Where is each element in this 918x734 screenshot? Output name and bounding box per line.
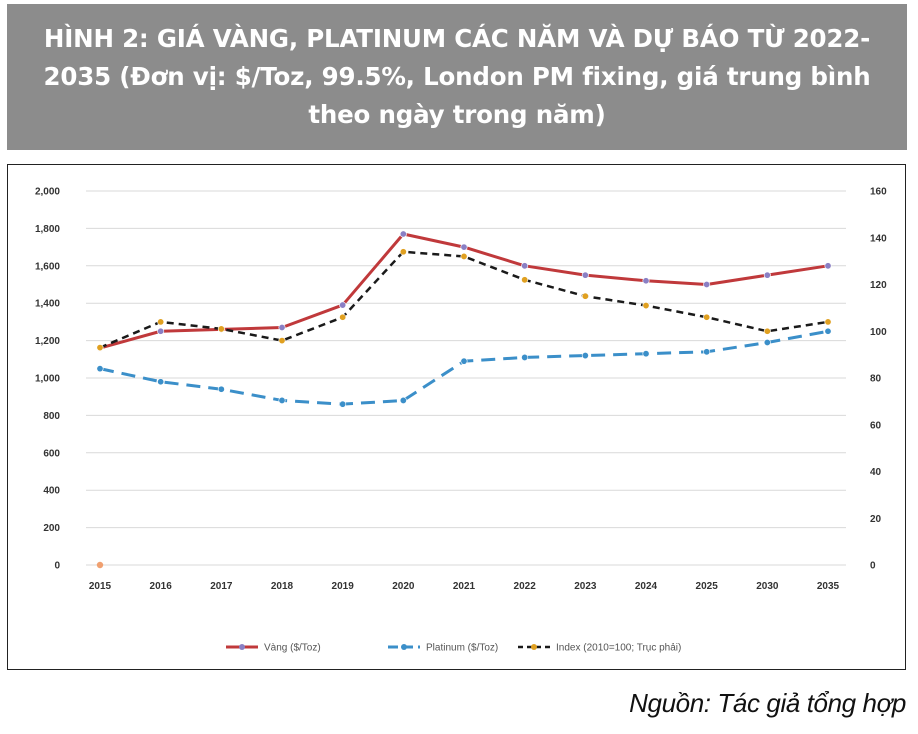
x-tick-label: 2016 (150, 581, 173, 592)
source-note: Nguồn: Tác giả tổng hợp (629, 688, 906, 718)
data-point-gold (581, 271, 589, 279)
x-tick-label: 2017 (210, 581, 233, 592)
data-point-gold (763, 271, 771, 279)
y-left-tick-label: 1,000 (35, 374, 60, 385)
y-left-tick-label: 800 (43, 411, 60, 422)
data-point-gold (521, 262, 529, 270)
legend-label-gold: Vàng ($/Toz) (264, 643, 321, 654)
data-point-platinum (217, 385, 225, 393)
series-line-platinum (99, 329, 829, 406)
data-point-gold (339, 301, 347, 309)
data-point-gold (824, 262, 832, 270)
data-point-index (399, 248, 407, 256)
x-tick-label: 2021 (453, 581, 476, 592)
data-point-gold (703, 281, 711, 289)
data-point-index (460, 252, 468, 260)
data-point-index (763, 327, 771, 335)
y-right-tick-label: 60 (870, 420, 882, 431)
data-point-index (278, 337, 286, 345)
x-tick-label: 2025 (696, 581, 719, 592)
y-right-tick-label: 120 (870, 280, 887, 291)
x-tick-label: 2015 (89, 581, 112, 592)
data-point-platinum (278, 396, 286, 404)
legend-marker-index (531, 644, 537, 650)
chart-frame: 0 200 400 600 800 1,000 1,200 1,400 1,600 1,800 2,… (7, 164, 906, 670)
legend-marker-gold (239, 644, 245, 650)
x-tick-label: 2030 (756, 581, 779, 592)
x-tick-label: 2035 (817, 581, 840, 592)
data-point-platinum (642, 350, 650, 358)
x-tick-label: 2018 (271, 581, 294, 592)
x-tick-label: 2022 (514, 581, 537, 592)
data-point-gold (642, 277, 650, 285)
data-point-index (642, 302, 650, 310)
y-left-tick-label: 400 (43, 486, 60, 497)
data-point-index (581, 292, 589, 300)
y-left-tick-label: 600 (43, 448, 60, 459)
title-banner: HÌNH 2: GIÁ VÀNG, PLATINUM CÁC NĂM VÀ DỰ… (7, 4, 907, 150)
data-point-platinum (581, 352, 589, 360)
x-tick-label: 2023 (574, 581, 597, 592)
data-point-platinum (339, 400, 347, 408)
chart-title: HÌNH 2: GIÁ VÀNG, PLATINUM CÁC NĂM VÀ DỰ… (43, 24, 871, 129)
y-right-tick-label: 0 (870, 561, 876, 572)
data-point-index (824, 318, 832, 326)
series-line-gold (99, 232, 829, 350)
data-point-platinum (460, 357, 468, 365)
y-right-tick-label: 100 (870, 327, 887, 338)
y-right-tick-label: 160 (870, 187, 887, 198)
y-left-tick-label: 1,600 (35, 261, 60, 272)
data-point-gold (399, 230, 407, 238)
y-right-tick-label: 20 (870, 514, 882, 525)
y-left-tick-label: 0 (54, 561, 60, 572)
data-point-gold (460, 243, 468, 251)
data-point-gold (278, 324, 286, 332)
data-point-index (521, 276, 529, 284)
data-point-index (339, 313, 347, 321)
data-point-platinum (763, 338, 771, 346)
data-point-platinum (824, 327, 832, 335)
data-point-index (157, 318, 165, 326)
x-tick-label: 2024 (635, 581, 658, 592)
legend-label-platinum: Platinum ($/Toz) (426, 643, 498, 654)
legend-marker-platinum (401, 644, 407, 650)
data-point-index (703, 313, 711, 321)
y-left-tick-label: 2,000 (35, 187, 60, 198)
y-left-tick-label: 1,200 (35, 336, 60, 347)
data-point-platinum (157, 378, 165, 386)
data-point-index (96, 344, 104, 352)
x-tick-label: 2020 (392, 581, 415, 592)
x-tick-label: 2019 (332, 581, 355, 592)
data-point-platinum (96, 365, 104, 373)
y-left-tick-label: 1,400 (35, 299, 60, 310)
y-right-tick-label: 40 (870, 467, 882, 478)
y-left-tick-label: 200 (43, 523, 60, 534)
data-point-platinum (399, 396, 407, 404)
data-point-index (217, 325, 225, 333)
y-left-tick-label: 1,800 (35, 224, 60, 235)
stray-data-marker (96, 561, 104, 569)
y-right-tick-label: 140 (870, 233, 887, 244)
data-point-platinum (703, 348, 711, 356)
data-point-gold (157, 327, 165, 335)
data-point-platinum (521, 353, 529, 361)
chart-svg: 02004006008001,0001,2001,4001,6001,8002,… (35, 187, 887, 654)
legend-label-index: Index (2010=100; Trục phải) (556, 643, 681, 654)
y-right-tick-label: 80 (870, 374, 882, 385)
